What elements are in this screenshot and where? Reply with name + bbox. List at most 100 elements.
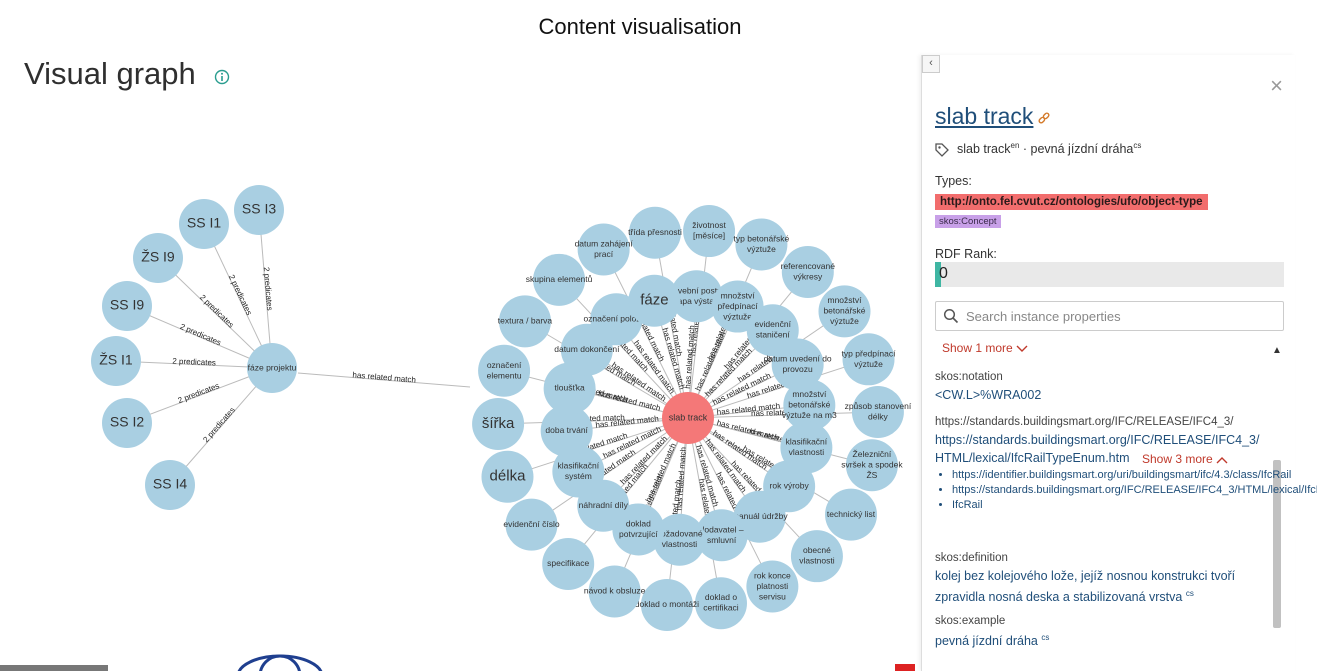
graph-node-circle[interactable]	[783, 379, 836, 432]
graph-node-circle[interactable]	[735, 218, 788, 271]
graph-node-center-circle[interactable]	[662, 392, 714, 444]
graph-node-circle[interactable]	[781, 246, 834, 299]
graph-node-circle[interactable]	[472, 397, 525, 450]
graph-node-circle[interactable]	[640, 578, 693, 631]
graph-node[interactable]: fáze	[628, 274, 681, 327]
graph-node-circle[interactable]	[179, 199, 229, 249]
graph-node-circle[interactable]	[577, 223, 630, 276]
graph-node-circle[interactable]	[542, 537, 595, 590]
type-badge-object-type[interactable]: http://onto.fel.cvut.cz/ontologies/ufo/o…	[935, 194, 1208, 210]
graph-node-circle[interactable]	[845, 439, 898, 492]
graph-node-circle[interactable]	[481, 450, 534, 503]
graph-node-circle[interactable]	[102, 281, 152, 331]
graph-node-circle[interactable]	[695, 509, 748, 562]
graph-node[interactable]: specifikace	[542, 537, 595, 590]
graph-node-circle[interactable]	[543, 362, 596, 415]
graph-node-circle[interactable]	[771, 338, 824, 391]
ifc-sub-value[interactable]: https://identifier.buildingsmart.org/uri…	[952, 469, 1291, 482]
graph-node-circle[interactable]	[540, 404, 593, 457]
graph-node[interactable]: SS I2	[102, 398, 152, 448]
graph-node-circle[interactable]	[825, 488, 878, 541]
graph-node-circle[interactable]	[818, 285, 871, 338]
collapse-panel-button[interactable]: ‹	[922, 55, 940, 73]
graph-node-circle[interactable]	[498, 295, 551, 348]
graph-node-circle[interactable]	[588, 565, 641, 618]
graph-node-center[interactable]: slab track	[662, 392, 714, 444]
info-icon[interactable]	[214, 69, 230, 85]
graph-node[interactable]: životnost[měsíce]	[683, 205, 736, 258]
graph-node[interactable]: SS I9	[102, 281, 152, 331]
search-properties-box[interactable]	[935, 301, 1284, 331]
ifc-value-line1[interactable]: https://standards.buildingsmart.org/IFC/…	[935, 433, 1260, 447]
graph-node[interactable]: doba trvání	[540, 404, 593, 457]
graph-node[interactable]: doklad o montáži	[635, 578, 699, 631]
scrollbar-thumb[interactable]	[1273, 460, 1281, 628]
ifc-sub-value[interactable]: IfcRail	[952, 499, 1262, 512]
graph-node-circle[interactable]	[133, 233, 183, 283]
graph-node-circle[interactable]	[91, 336, 141, 386]
graph-node[interactable]: návod k obsluze	[584, 565, 646, 618]
graph-node[interactable]: evidenční číslo	[503, 498, 560, 551]
property-value-notation[interactable]: <CW.L>%WRA002	[935, 388, 1042, 402]
graph-node[interactable]: SS I1	[179, 199, 229, 249]
graph-node[interactable]: skupina elementů	[526, 253, 593, 306]
graph-nodes[interactable]: fáze projektu SS I3 SS I1 ŽS I9 SS I9 ŽS I1 SS…	[91, 185, 912, 631]
graph-node[interactable]: dodavatel –smluvní	[695, 509, 748, 562]
graph-node-circle[interactable]	[670, 270, 723, 323]
video-progress-bar[interactable]	[0, 665, 108, 671]
property-value-ifc[interactable]: https://standards.buildingsmart.org/IFC/…	[935, 431, 1259, 467]
resource-title-link[interactable]: slab track	[935, 103, 1034, 129]
graph-node[interactable]: SS I4	[145, 460, 195, 510]
graph-node-circle[interactable]	[629, 206, 682, 259]
graph-node[interactable]: textura / barva	[498, 295, 553, 348]
graph-node[interactable]: třída přesnosti	[628, 206, 682, 259]
graph-node-circle[interactable]	[234, 185, 284, 235]
graph-node-circle[interactable]	[478, 344, 531, 397]
graph-node-circle[interactable]	[628, 274, 681, 327]
graph-node-left-center-circle[interactable]	[247, 343, 297, 393]
graph-node-circle[interactable]	[145, 460, 195, 510]
link-icon[interactable]	[1037, 111, 1051, 125]
ifc-value-line2[interactable]: HTML/lexical/IfcRailTypeEnum.htm	[935, 451, 1130, 465]
graph-node-circle[interactable]	[790, 530, 843, 583]
graph-node[interactable]: ŽS I9	[133, 233, 183, 283]
graph-node-circle[interactable]	[505, 498, 558, 551]
graph-node-circle[interactable]	[533, 253, 586, 306]
show-more-properties-button[interactable]: Show 1 more	[942, 341, 1028, 355]
graph-node[interactable]: délka	[481, 450, 534, 503]
graph-node-circle[interactable]	[780, 421, 833, 474]
graph-node-circle[interactable]	[842, 333, 895, 386]
graph-node[interactable]: SS I3	[234, 185, 284, 235]
graph-node-circle[interactable]	[683, 205, 736, 258]
close-panel-button[interactable]: ×	[1270, 73, 1283, 98]
search-properties-input[interactable]	[964, 305, 1268, 327]
type-badge-concept[interactable]: skos:Concept	[935, 215, 1001, 228]
graph-node[interactable]: ŽS I1	[91, 336, 141, 386]
graph-node[interactable]: technický list	[825, 488, 878, 541]
graph-node-circle[interactable]	[694, 577, 747, 630]
graph-node[interactable]: šířka	[472, 397, 525, 450]
show-3-more-button[interactable]: Show 3 more	[1142, 452, 1228, 466]
graph-node[interactable]: tloušťka	[543, 362, 596, 415]
graph-node[interactable]: stavební postup/ etapa výstavby	[666, 270, 728, 323]
graph-node-circle[interactable]	[552, 445, 605, 498]
graph-node-circle[interactable]	[653, 513, 706, 566]
graph-node-circle[interactable]	[851, 386, 904, 439]
graph-node-left-center[interactable]: fáze projektu	[247, 343, 297, 393]
